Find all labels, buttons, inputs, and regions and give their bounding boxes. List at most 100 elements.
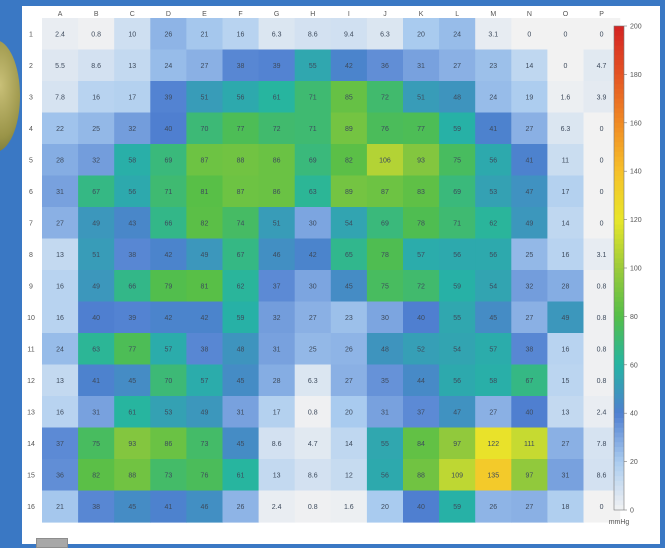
row-label-15: 15 xyxy=(27,472,35,479)
color-scale-segment xyxy=(614,214,624,221)
cell-value: 77 xyxy=(417,126,425,133)
heatmap-cell xyxy=(150,490,187,523)
heatmap-cell xyxy=(475,333,512,366)
cell-value: 57 xyxy=(164,346,172,353)
heatmap-cell xyxy=(114,112,151,145)
color-scale-segment xyxy=(614,403,624,409)
column-label-O: O xyxy=(563,11,569,18)
heatmap-cell xyxy=(403,270,440,303)
cell-value: 0 xyxy=(600,504,604,511)
cell-value: 87 xyxy=(237,189,245,196)
heatmap-cell xyxy=(114,427,151,460)
color-scale-segment xyxy=(614,500,624,506)
heatmap-cell xyxy=(42,333,79,366)
cell-value: 78 xyxy=(381,252,389,259)
cell-value: 46 xyxy=(201,504,209,511)
cell-value: 45 xyxy=(128,504,136,511)
cell-value: 0.8 xyxy=(91,31,101,38)
heatmap-cell xyxy=(114,49,151,82)
heatmap-cell xyxy=(547,459,585,492)
cell-value: 63 xyxy=(309,189,317,196)
cell-value: 69 xyxy=(381,220,389,227)
heatmap-cell xyxy=(439,301,476,334)
cell-value: 72 xyxy=(273,126,281,133)
cell-value: 71 xyxy=(453,220,461,227)
heatmap-cell xyxy=(475,364,512,397)
heatmap-cell xyxy=(547,175,585,208)
cell-value: 0 xyxy=(527,31,531,38)
horizontal-scrollbar[interactable] xyxy=(36,538,68,548)
color-scale-tick-label: 140 xyxy=(630,169,642,176)
color-scale-segment xyxy=(614,142,624,148)
color-scale-segment xyxy=(614,195,624,201)
heatmap-cell xyxy=(42,459,79,492)
heatmap-cell xyxy=(258,301,296,334)
cell-value: 38 xyxy=(237,63,245,70)
cell-value: 26 xyxy=(164,31,172,38)
heatmap-cell xyxy=(222,490,260,523)
cell-value: 0.8 xyxy=(308,409,318,416)
cell-value: 42 xyxy=(201,315,209,322)
color-scale-segment xyxy=(614,132,624,138)
cell-value: 51 xyxy=(417,94,425,101)
cell-value: 49 xyxy=(562,315,570,322)
heatmap-cell xyxy=(330,270,368,303)
color-scale-tick-label: 0 xyxy=(630,508,634,515)
cell-value: 49 xyxy=(92,220,100,227)
heatmap-cell xyxy=(439,238,476,271)
cell-value: 42 xyxy=(309,252,317,259)
heatmap-cell xyxy=(258,238,296,271)
cell-value: 38 xyxy=(128,252,136,259)
heatmap-cell xyxy=(330,238,368,271)
color-scale-segment xyxy=(614,384,624,390)
cell-value: 0.8 xyxy=(597,346,607,353)
heatmap-cell xyxy=(366,81,404,114)
cell-value: 61 xyxy=(273,94,281,101)
cell-value: 6.3 xyxy=(380,31,390,38)
color-scale-tick-label: 80 xyxy=(630,314,638,321)
heatmap-cell xyxy=(330,333,368,366)
heatmap-cell xyxy=(258,333,296,366)
color-scale-segment xyxy=(614,238,624,245)
heatmap-cell xyxy=(294,112,332,145)
heatmap-cell xyxy=(222,427,260,460)
heatmap-cell xyxy=(114,175,151,208)
cell-value: 2.4 xyxy=(55,31,65,38)
cell-value: 97 xyxy=(525,472,533,479)
cell-value: 48 xyxy=(237,346,245,353)
cell-value: 49 xyxy=(92,283,100,290)
heatmap-cell xyxy=(150,333,187,366)
heatmap-cell xyxy=(186,49,224,82)
heatmap-cell xyxy=(78,238,115,271)
row-label-10: 10 xyxy=(27,315,35,322)
cell-value: 4.7 xyxy=(308,441,318,448)
heatmap-cell xyxy=(547,112,585,145)
heatmap-cell xyxy=(511,301,548,334)
heatmap-cell xyxy=(42,396,79,429)
cell-value: 25 xyxy=(525,252,533,259)
heatmap-cell xyxy=(475,144,512,177)
heatmap-cell xyxy=(294,207,332,240)
heatmap-cell xyxy=(150,144,187,177)
cell-value: 27 xyxy=(309,315,317,322)
heatmap-cell xyxy=(366,333,404,366)
heatmap-cell xyxy=(330,427,368,460)
cell-value: 88 xyxy=(417,472,425,479)
cell-value: 82 xyxy=(201,220,209,227)
cell-value: 28 xyxy=(562,283,570,290)
heatmap-cell xyxy=(511,207,548,240)
heatmap-cell xyxy=(258,364,296,397)
heatmap-cell xyxy=(186,459,224,492)
cell-value: 16 xyxy=(56,315,64,322)
heatmap-cell xyxy=(258,270,296,303)
cell-value: 56 xyxy=(128,189,136,196)
color-scale-segment xyxy=(614,335,624,342)
heatmap-cell xyxy=(403,144,440,177)
cell-value: 1.6 xyxy=(344,504,354,511)
heatmap-cell xyxy=(294,301,332,334)
cell-value: 5.5 xyxy=(55,63,65,70)
heatmap-cell xyxy=(258,49,296,82)
cell-value: 20 xyxy=(417,31,425,38)
heatmap-cell xyxy=(547,207,585,240)
heatmap-cell xyxy=(547,333,585,366)
